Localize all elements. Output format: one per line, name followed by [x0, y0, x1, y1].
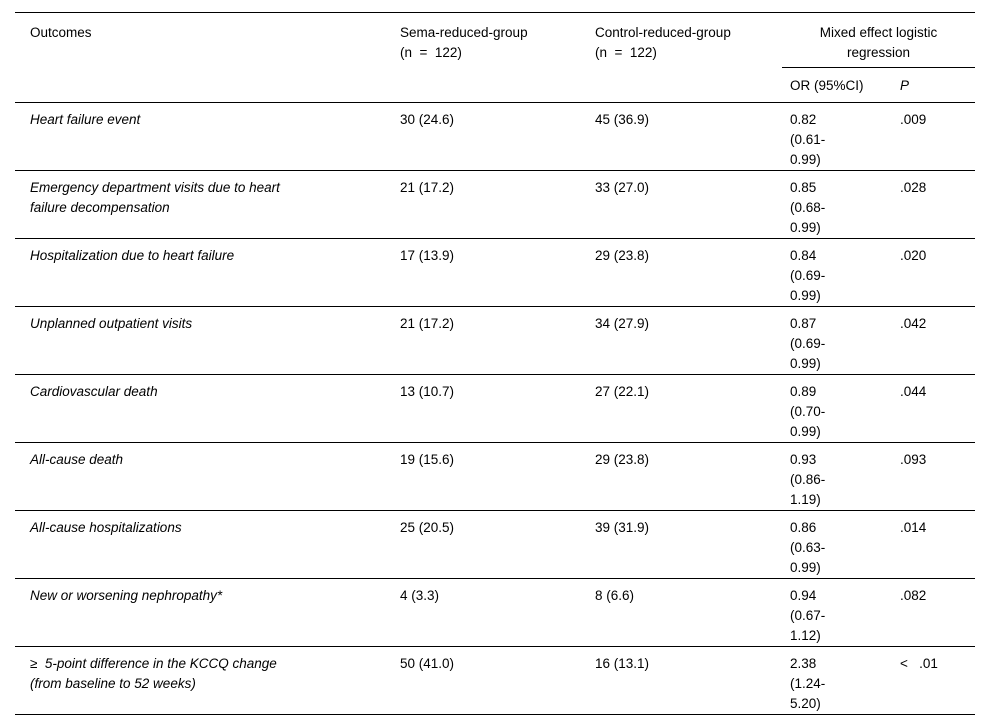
control-value-cell: 29 (23.8) [595, 452, 650, 467]
table-row: Heart failure event 30 (24.6) 45 (36.9) … [15, 103, 975, 171]
outcome-cell: Hospitalization due to heart failure [30, 248, 235, 263]
outcome-cell: Heart failure event [30, 112, 141, 127]
table-row: All-cause hospitalizations 25 (20.5) 39 … [15, 511, 975, 579]
outcome-cell: Cardiovascular death [30, 384, 158, 399]
header-p-value: P [900, 78, 910, 93]
or-ci-cell: 0.93 (0.86- 1.19) [790, 452, 826, 507]
sema-value-cell: 21 (17.2) [400, 316, 455, 331]
outcome-cell: New or worsening nephropathy* [30, 588, 223, 603]
control-value-cell: 8 (6.6) [595, 588, 635, 603]
p-value-cell: .044 [900, 384, 927, 399]
header-sema-group: Sema-reduced-group (n = 122) [400, 25, 528, 60]
outcomes-table: Outcomes Sema-reduced-group (n = 122) Co… [15, 12, 975, 715]
header-control-group: Control-reduced-group (n = 122) [595, 25, 731, 60]
p-value-cell: .042 [900, 316, 927, 331]
header-mixed-effect-group: Mixed effect logistic regression OR (95%… [782, 13, 975, 102]
or-ci-cell: 0.84 (0.69- 0.99) [790, 248, 826, 303]
table-row: Emergency department visits due to heart… [15, 171, 975, 239]
or-ci-cell: 0.94 (0.67- 1.12) [790, 588, 826, 643]
p-value-cell: .028 [900, 180, 927, 195]
control-value-cell: 34 (27.9) [595, 316, 650, 331]
header-or-ci: OR (95%CI) [790, 78, 864, 93]
control-value-cell: 33 (27.0) [595, 180, 650, 195]
sema-value-cell: 21 (17.2) [400, 180, 455, 195]
p-value-cell: .082 [900, 588, 927, 603]
outcome-cell: ≥ 5-point difference in the KCCQ change … [30, 656, 277, 691]
table-row: Cardiovascular death 13 (10.7) 27 (22.1)… [15, 375, 975, 443]
table-row: ≥ 5-point difference in the KCCQ change … [15, 647, 975, 715]
or-ci-cell: 0.82 (0.61- 0.99) [790, 112, 826, 167]
control-value-cell: 27 (22.1) [595, 384, 650, 399]
or-ci-cell: 2.38 (1.24- 5.20) [790, 656, 826, 711]
table-row: Hospitalization due to heart failure 17 … [15, 239, 975, 307]
sema-value-cell: 4 (3.3) [400, 588, 440, 603]
sema-value-cell: 25 (20.5) [400, 520, 455, 535]
p-value-cell: .020 [900, 248, 927, 263]
table-row: All-cause death 19 (15.6) 29 (23.8) 0.93… [15, 443, 975, 511]
sema-value-cell: 13 (10.7) [400, 384, 455, 399]
header-mixed-effect-title: Mixed effect logistic regression [782, 13, 975, 68]
control-value-cell: 45 (36.9) [595, 112, 650, 127]
p-value-cell: .093 [900, 452, 927, 467]
control-value-cell: 29 (23.8) [595, 248, 650, 263]
or-ci-cell: 0.87 (0.69- 0.99) [790, 316, 826, 371]
header-subrow: OR (95%CI) P [782, 68, 975, 102]
outcome-cell: Unplanned outpatient visits [30, 316, 193, 331]
header-outcomes: Outcomes [30, 25, 92, 40]
sema-value-cell: 17 (13.9) [400, 248, 455, 263]
sema-value-cell: 30 (24.6) [400, 112, 455, 127]
outcome-cell: All-cause hospitalizations [30, 520, 182, 535]
table-row: New or worsening nephropathy* 4 (3.3) 8 … [15, 579, 975, 647]
outcome-cell: All-cause death [30, 452, 124, 467]
p-value-cell: < .01 [900, 656, 938, 671]
table-header-row: Outcomes Sema-reduced-group (n = 122) Co… [15, 12, 975, 103]
p-value-cell: .014 [900, 520, 927, 535]
outcome-cell: Emergency department visits due to heart… [30, 180, 280, 215]
p-value-cell: .009 [900, 112, 927, 127]
or-ci-cell: 0.89 (0.70- 0.99) [790, 384, 826, 439]
table-row: Unplanned outpatient visits 21 (17.2) 34… [15, 307, 975, 375]
sema-value-cell: 19 (15.6) [400, 452, 455, 467]
or-ci-cell: 0.85 (0.68- 0.99) [790, 180, 826, 235]
control-value-cell: 39 (31.9) [595, 520, 650, 535]
sema-value-cell: 50 (41.0) [400, 656, 455, 671]
or-ci-cell: 0.86 (0.63- 0.99) [790, 520, 826, 575]
control-value-cell: 16 (13.1) [595, 656, 650, 671]
